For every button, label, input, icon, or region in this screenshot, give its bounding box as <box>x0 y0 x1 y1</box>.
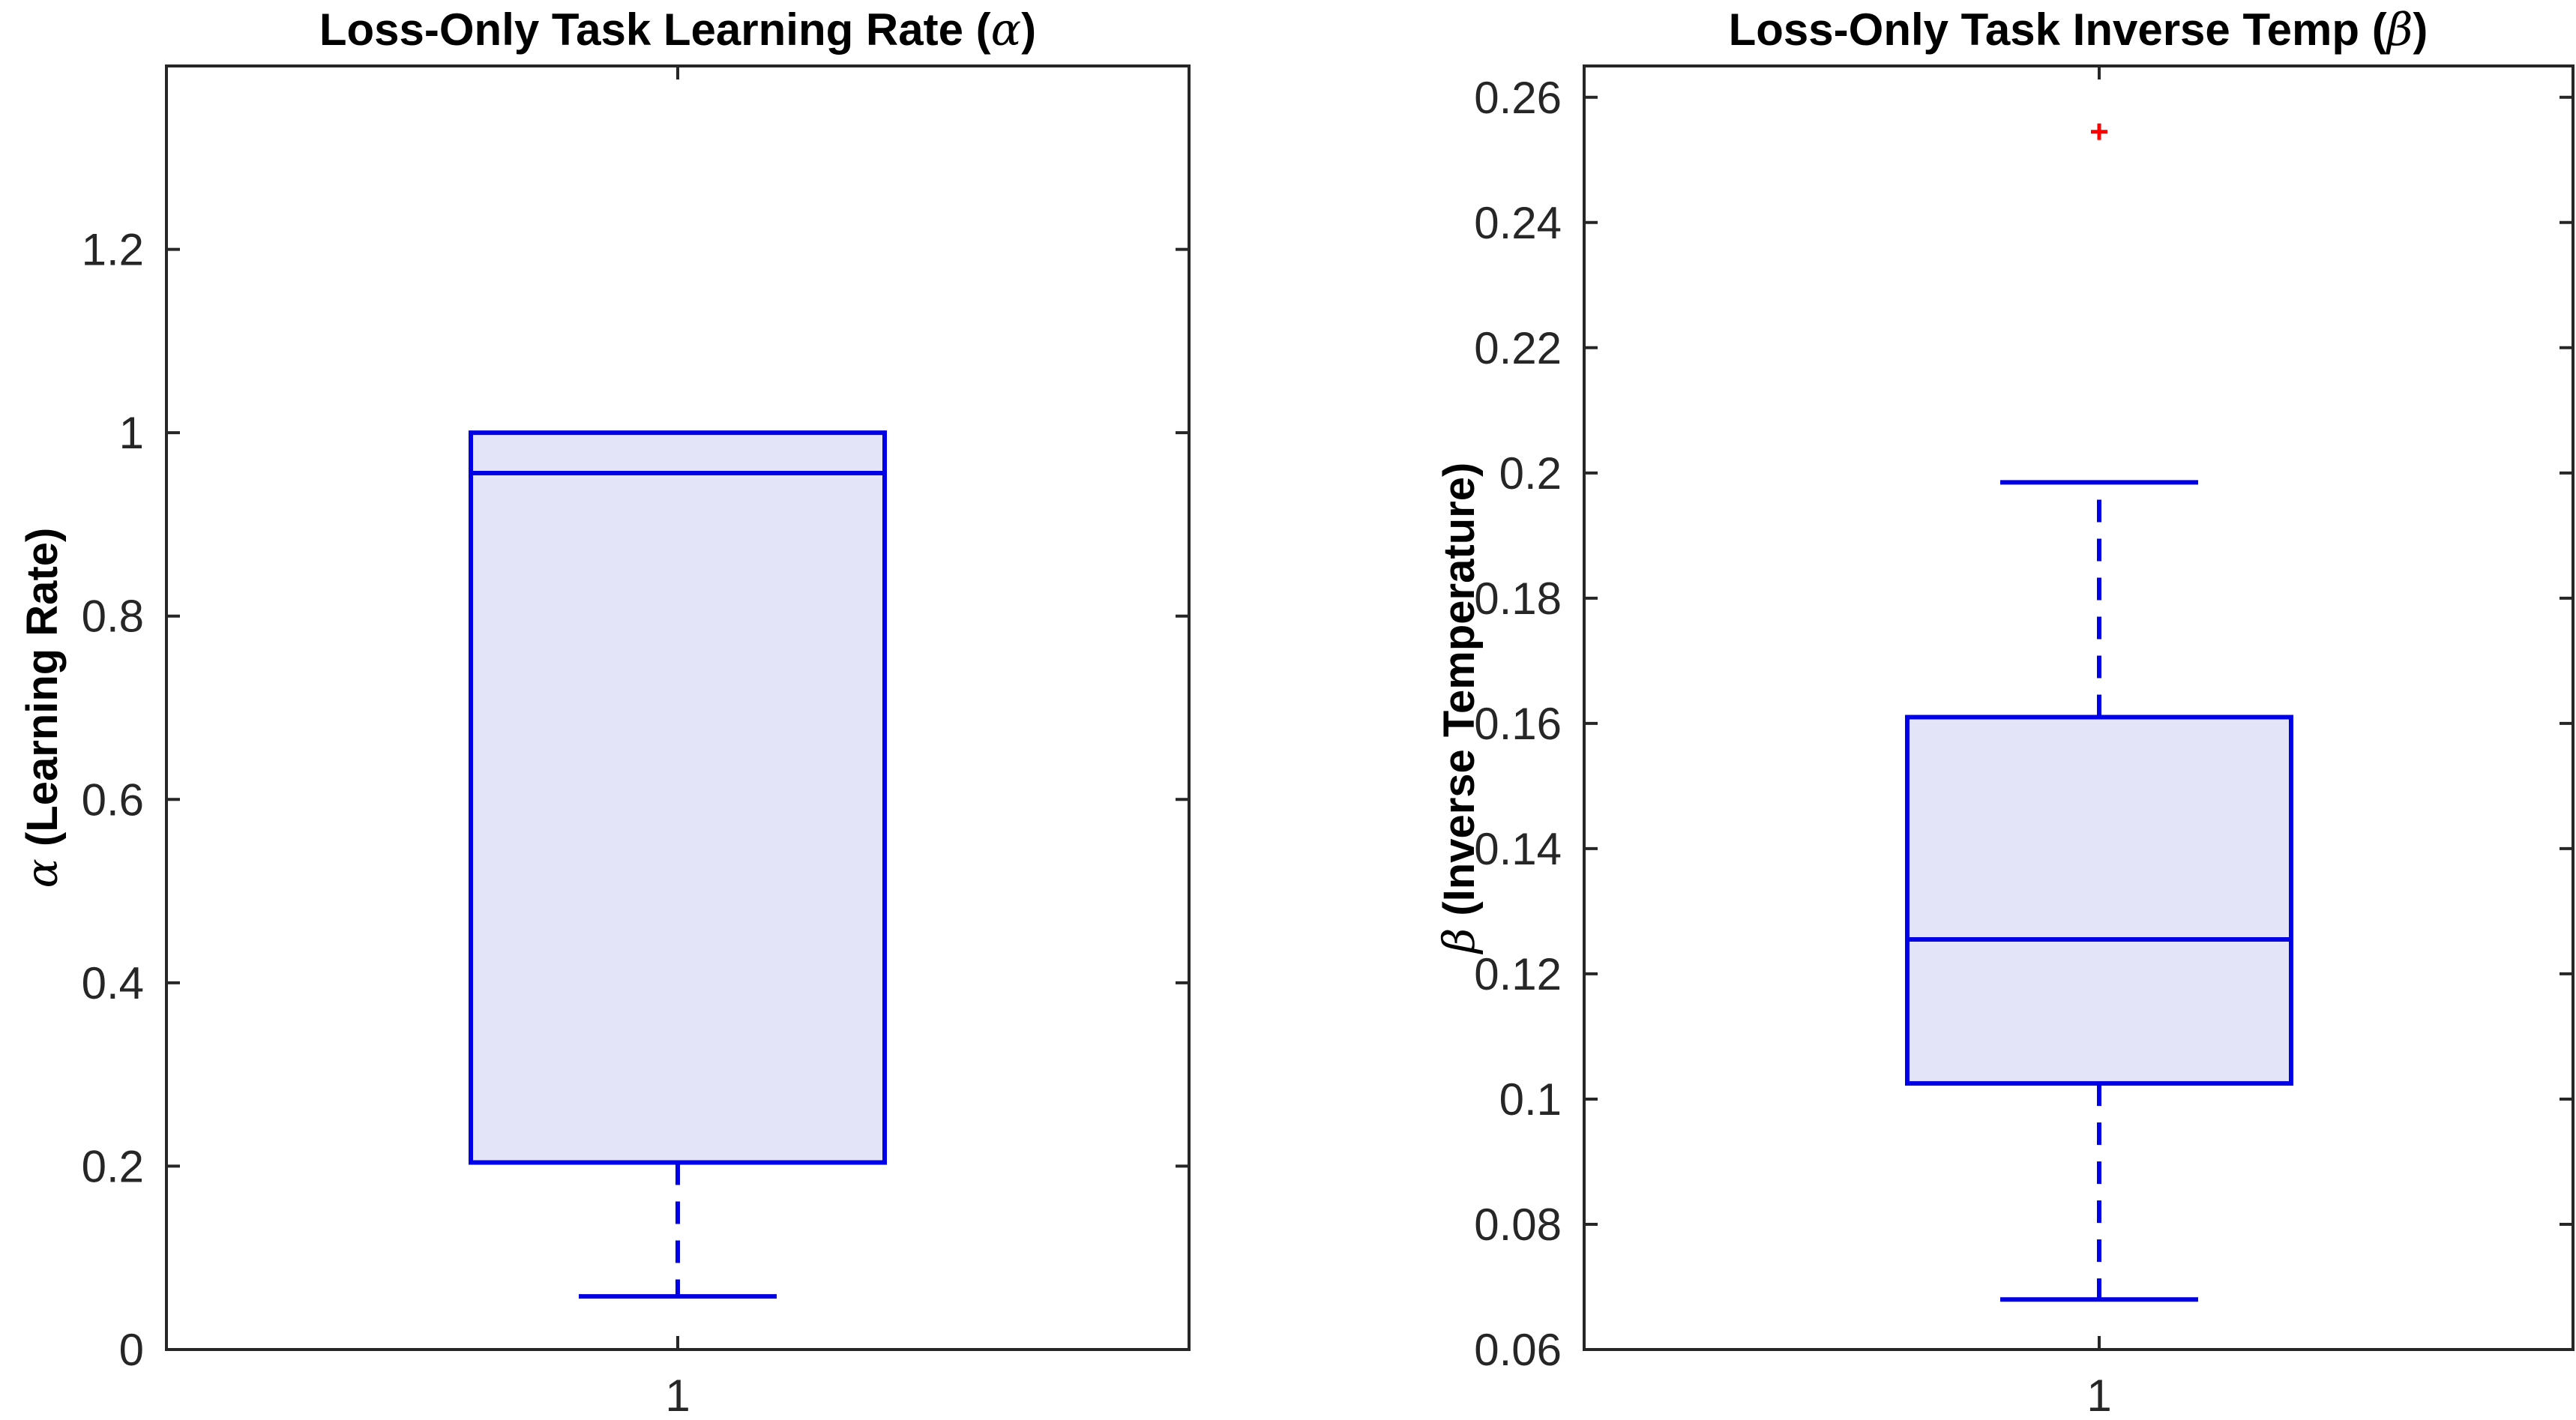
ylabel-text: (Learning Rate) <box>18 528 67 859</box>
box-iqr <box>1905 714 2293 1086</box>
ytick-label: 0.12 <box>1474 949 1562 999</box>
title-prefix: Loss-Only Task Learning Rate ( <box>319 4 991 55</box>
box-iqr <box>469 430 887 1165</box>
ylabel-text: (Inverse Temperature) <box>1435 463 1484 928</box>
ytick-label: 0.1 <box>1499 1074 1562 1125</box>
panel-inverse-temperature: 0.06 0.08 0.1 0.12 0.14 0.16 0.18 0.2 0.22 0.24 0.… <box>1433 4 2575 1420</box>
panel-learning-rate: 0 0.2 0.4 0.6 0.8 1 1.2 1 Loss-Only Task Learnin… <box>16 4 1191 1420</box>
title-symbol: α <box>991 4 1022 56</box>
axes-frame <box>1583 64 2575 1351</box>
title-prefix: Loss-Only Task Inverse Temp ( <box>1729 4 2387 55</box>
ytick-label: 0.4 <box>82 958 144 1008</box>
ytick-label: 0.18 <box>1474 574 1562 624</box>
ytick-label: 0.2 <box>1499 448 1562 499</box>
ytick-label: 0.14 <box>1474 824 1562 874</box>
title-suffix: ) <box>1021 4 1036 55</box>
ytick-label: 1.2 <box>82 225 144 275</box>
ytick-label: 0.6 <box>82 774 144 825</box>
outlier-marker <box>2091 123 2107 140</box>
title-suffix: ) <box>2413 4 2428 55</box>
ylabel-symbol: β <box>1433 928 1484 955</box>
chart-title: Loss-Only Task Inverse Temp (β) <box>1729 4 2428 56</box>
ylabel-symbol: α <box>16 858 67 888</box>
ytick-label: 1 <box>119 408 144 458</box>
ytick-label: 0.26 <box>1474 73 1562 123</box>
ytick-label: 0.2 <box>82 1141 144 1191</box>
ytick-label: 0.06 <box>1474 1325 1562 1375</box>
ytick-label: 0 <box>119 1325 144 1375</box>
ytick-label: 0.24 <box>1474 198 1562 248</box>
ytick-label: 0.8 <box>82 592 144 642</box>
xtick-label: 1 <box>2086 1371 2111 1420</box>
y-axis-label: α (Learning Rate) <box>16 528 67 888</box>
title-symbol: β <box>2386 4 2413 56</box>
y-axis-label: β (Inverse Temperature) <box>1433 463 1484 955</box>
xtick-label: 1 <box>665 1371 690 1420</box>
chart-title: Loss-Only Task Learning Rate (α) <box>319 4 1036 56</box>
ytick-label: 0.22 <box>1474 323 1562 373</box>
ytick-label: 0.08 <box>1474 1200 1562 1250</box>
ytick-label: 0.16 <box>1474 699 1562 749</box>
